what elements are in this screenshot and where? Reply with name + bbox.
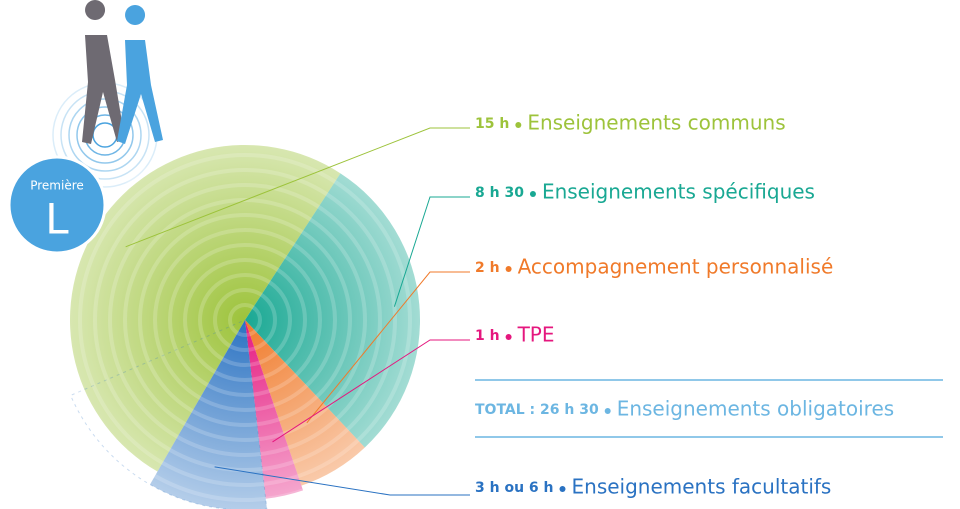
value-label: 2 h xyxy=(475,260,500,276)
item-name: Enseignements communs xyxy=(527,111,785,135)
value-label: 15 h xyxy=(475,116,509,132)
walkers xyxy=(82,0,163,144)
bullet xyxy=(605,408,611,414)
value-label: 8 h 30 xyxy=(475,185,524,201)
badge: Première L xyxy=(9,157,105,253)
value-label: 1 h xyxy=(475,328,500,344)
value-label: TOTAL : 26 h 30 xyxy=(475,402,599,418)
item-name: Enseignements obligatoires xyxy=(617,397,895,421)
bullet xyxy=(506,266,512,272)
badge-line2: L xyxy=(45,195,69,244)
pie xyxy=(65,140,425,509)
item-name: Enseignements facultatifs xyxy=(572,475,832,499)
bullet xyxy=(506,334,512,340)
bullet xyxy=(560,486,566,492)
item-name: Accompagnement personnalisé xyxy=(518,255,834,279)
bullet xyxy=(530,191,536,197)
bullet xyxy=(515,122,521,128)
item-name: TPE xyxy=(517,323,555,347)
item-name: Enseignements spécifiques xyxy=(542,180,815,204)
infographic: Première L 15 h Enseignements communs 8 h … xyxy=(0,0,960,509)
badge-line1: Première xyxy=(30,179,84,193)
value-label: 3 h ou 6 h xyxy=(475,480,554,496)
